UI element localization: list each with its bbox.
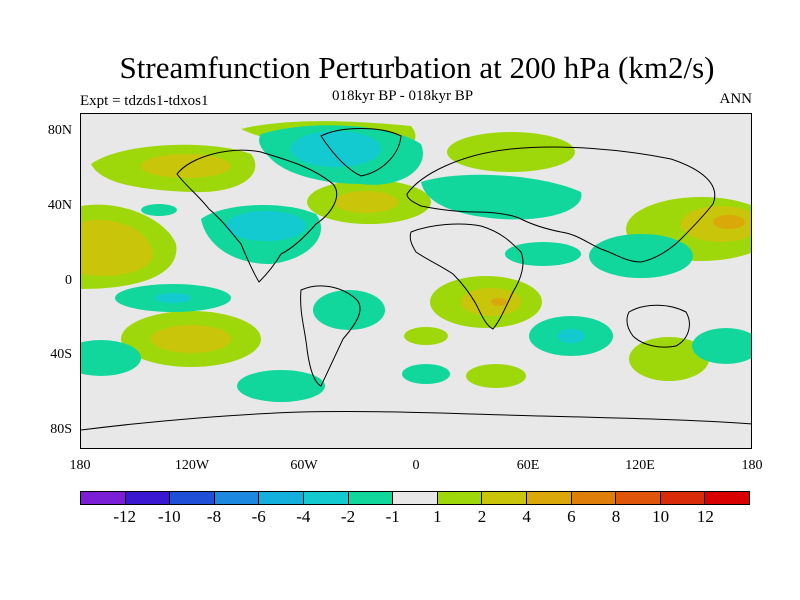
- colorbar-segment: [170, 492, 215, 504]
- colorbar-tick-label: -2: [340, 507, 356, 526]
- colorbar-segment: [348, 492, 394, 504]
- colorbar-tick-label: 4: [522, 507, 531, 526]
- anomaly-greenland-core: [291, 131, 381, 167]
- anomaly-central-pacific-core: [81, 219, 153, 276]
- coast-north-america: [176, 149, 338, 283]
- experiment-label: Expt = tdzds1-tdxos1: [80, 93, 209, 109]
- anomaly-southern-atlantic: [402, 364, 450, 384]
- colorbar-segment: [526, 492, 572, 504]
- colorbar-segment: [259, 492, 304, 504]
- colorbar-segment: [571, 492, 617, 504]
- coast-africa: [409, 223, 524, 330]
- coast-antarctica: [81, 410, 751, 431]
- anomaly-north-america-core: [226, 211, 306, 241]
- lon-label-60e: 60E: [516, 458, 540, 473]
- colorbar-tick-label: -6: [251, 507, 266, 526]
- contour-map: [81, 121, 751, 431]
- anomaly-south-africa-max: [491, 298, 507, 306]
- map-panel: [80, 113, 752, 449]
- colorbar-tick-label: 1: [433, 507, 442, 526]
- anomaly-north-pacific-east: [141, 204, 177, 216]
- lon-label-0: 0: [412, 458, 420, 473]
- colorbar-segment: [705, 492, 749, 504]
- lon-label-60w: 60W: [290, 458, 318, 473]
- anomaly-siberia: [421, 174, 582, 220]
- anomaly-south-pacific-west: [81, 340, 141, 376]
- lat-label-40n: 40N: [47, 198, 72, 213]
- coast-south-america: [300, 285, 361, 387]
- anomaly-north-siberia: [447, 132, 575, 172]
- lat-label-80s: 80S: [50, 422, 72, 437]
- colorbar-segment: [616, 492, 661, 504]
- colorbar-segment: [393, 492, 438, 504]
- colorbar-segment: [437, 492, 483, 504]
- coast-europe-asia: [406, 146, 716, 263]
- colorbar-tick-label: -1: [385, 507, 400, 526]
- plot-title: Streamfunction Perturbation at 200 hPa (…: [119, 50, 715, 85]
- anomaly-india: [589, 234, 693, 278]
- anomaly-southern-ocean: [237, 370, 325, 402]
- colorbar-segment: [482, 492, 527, 504]
- anomaly-tasman: [629, 337, 709, 381]
- anomaly-south-atlantic: [404, 327, 448, 345]
- colorbar-tick-label: -12: [113, 507, 136, 526]
- lon-label-120e: 120E: [625, 458, 655, 473]
- anomaly-south-america: [313, 290, 385, 330]
- colorbar-tick-label: -8: [206, 507, 222, 526]
- anomaly-north-atlantic-core: [334, 191, 398, 213]
- colorbar: [80, 491, 750, 505]
- season-label: ANN: [719, 91, 753, 107]
- anomaly-tropical-pacific-core: [155, 293, 191, 303]
- lat-label-eq: 0: [65, 273, 72, 288]
- colorbar-segment: [303, 492, 349, 504]
- coastlines: [81, 128, 751, 431]
- plot-subtitle: 018kyr BP - 018kyr BP: [332, 88, 474, 104]
- lon-label-180w: 180: [69, 458, 91, 473]
- lat-label-40s: 40S: [50, 347, 72, 362]
- coast-australia: [626, 304, 690, 348]
- anomaly-south-indian-core: [557, 329, 585, 343]
- colorbar-segment: [125, 492, 171, 504]
- colorbar-tick-label: 8: [611, 507, 621, 526]
- colorbar-tick-label: 2: [477, 507, 487, 526]
- coast-greenland: [320, 128, 402, 177]
- colorbar-tick-label: -4: [296, 507, 311, 526]
- anomaly-indian-ocean: [466, 364, 526, 388]
- anomaly-south-pacific-core: [151, 325, 231, 353]
- colorbar-segment: [214, 492, 260, 504]
- lon-label-120w: 120W: [174, 458, 210, 473]
- colorbar-tick-label: -10: [157, 507, 181, 526]
- anomaly-australia-east: [692, 328, 751, 364]
- colorbar-tick-label: 10: [652, 507, 670, 526]
- colorbar-segment: [660, 492, 706, 504]
- negative-anomaly-regions: [81, 125, 751, 402]
- anomaly-east-africa: [505, 242, 581, 266]
- colorbar-tick-label: 12: [696, 507, 714, 526]
- lon-label-180e: 180: [741, 458, 763, 473]
- lat-label-80n: 80N: [47, 123, 72, 138]
- anomaly-west-pacific-max: [713, 215, 745, 229]
- colorbar-segment: [81, 492, 126, 504]
- colorbar-tick-label: 6: [567, 507, 576, 526]
